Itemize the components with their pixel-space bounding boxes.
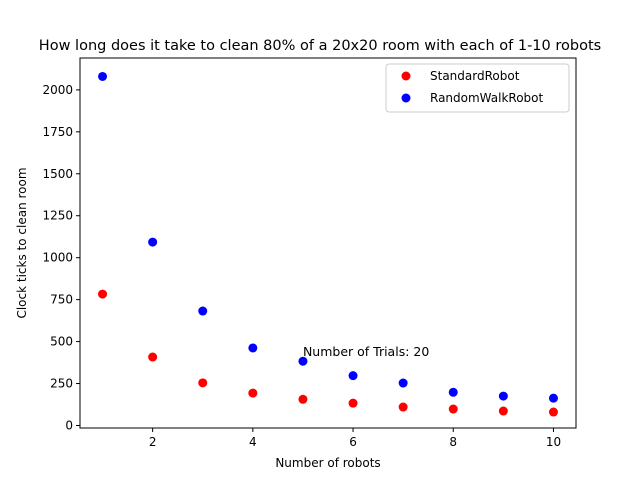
series-standardrobot: [98, 289, 558, 417]
x-tick-label: 4: [249, 435, 257, 449]
data-point-standardrobot: [448, 404, 458, 414]
x-tick-label: 8: [449, 435, 457, 449]
legend-marker-standardrobot: [401, 71, 411, 81]
y-tick-label: 250: [50, 377, 73, 391]
y-tick-label: 500: [50, 335, 73, 349]
x-axis-label: Number of robots: [275, 456, 380, 470]
data-point-randomwalkrobot: [198, 306, 208, 316]
y-tick-label: 1750: [42, 125, 73, 139]
y-tick-label: 0: [65, 418, 73, 432]
y-axis: 0 250 500 750 1000 1250 1500 1750 2000: [42, 83, 80, 432]
y-tick-label: 2000: [42, 83, 73, 97]
series-layer: [98, 71, 558, 417]
x-axis: 2 4 6 8 10: [149, 428, 561, 449]
x-tick-label: 6: [349, 435, 357, 449]
data-point-standardrobot: [148, 352, 158, 362]
data-point-standardrobot: [298, 394, 308, 404]
legend: StandardRobot RandomWalkRobot: [385, 63, 570, 113]
data-point-standardrobot: [348, 398, 358, 408]
legend-marker-randomwalkrobot: [401, 93, 411, 103]
plot-area: [79, 57, 577, 429]
y-axis-label: Clock ticks to clean room: [15, 167, 29, 318]
data-point-standardrobot: [248, 388, 258, 398]
plot-frame: [79, 57, 577, 429]
data-point-randomwalkrobot: [498, 391, 508, 401]
data-point-standardrobot: [398, 402, 408, 412]
legend-label-randomwalkrobot: RandomWalkRobot: [430, 91, 544, 105]
data-point-randomwalkrobot: [148, 237, 158, 247]
annotation-text: Number of Trials: 20: [303, 344, 429, 359]
y-tick-label: 1250: [42, 209, 73, 223]
y-tick-label: 1500: [42, 167, 73, 181]
data-point-standardrobot: [198, 378, 208, 388]
data-point-randomwalkrobot: [248, 343, 258, 353]
data-point-randomwalkrobot: [348, 371, 358, 381]
legend-box: [385, 63, 570, 113]
data-point-randomwalkrobot: [448, 387, 458, 397]
x-tick-label: 10: [546, 435, 561, 449]
data-point-randomwalkrobot: [298, 356, 308, 366]
y-tick-label: 750: [50, 293, 73, 307]
x-tick-label: 2: [149, 435, 157, 449]
data-point-standardrobot: [498, 406, 508, 416]
legend-label-standardrobot: StandardRobot: [430, 69, 520, 83]
data-point-randomwalkrobot: [548, 393, 558, 403]
data-point-randomwalkrobot: [98, 71, 108, 81]
series-randomwalkrobot: [98, 71, 558, 403]
y-tick-label: 1000: [42, 251, 73, 265]
data-point-standardrobot: [548, 407, 558, 417]
annotation-layer: Number of Trials: 20: [303, 344, 429, 359]
chart-title: How long does it take to clean 80% of a …: [39, 38, 601, 54]
data-point-standardrobot: [98, 289, 108, 299]
data-point-randomwalkrobot: [398, 378, 408, 388]
